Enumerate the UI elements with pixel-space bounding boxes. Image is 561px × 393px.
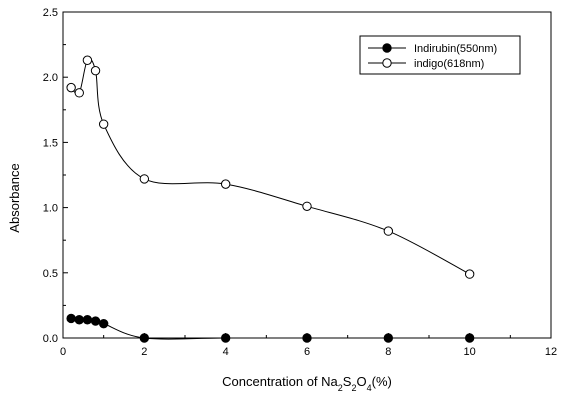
data-point: [98, 119, 109, 129]
y-tick-label: 2.0: [43, 72, 58, 84]
y-axis-label: Absorbance: [7, 163, 22, 232]
data-point: [98, 318, 109, 329]
x-tick-label: 8: [385, 346, 391, 358]
data-point: [139, 174, 150, 184]
series-line: [70, 58, 470, 275]
data-point: [139, 333, 150, 343]
y-tick-label: 0.0: [43, 333, 58, 345]
data-point: [66, 313, 76, 324]
data-point: [74, 88, 84, 98]
y-tick-label: 2.5: [43, 7, 58, 19]
series-layer: [66, 55, 475, 343]
y-tick-label: 0.5: [43, 268, 58, 280]
y-tick-label: 1.0: [43, 203, 58, 215]
data-point: [464, 333, 475, 343]
series-line: [71, 317, 470, 340]
y-axis-ticks: 0.0 0.5 1.0 1.5 2.0 2.5: [43, 7, 68, 345]
data-point: [302, 201, 312, 211]
data-point: [82, 55, 93, 65]
data-point: [66, 82, 76, 93]
data-point: [383, 333, 394, 343]
data-point: [302, 333, 312, 343]
x-tick-label: 2: [141, 346, 147, 358]
x-axis-label: Concentration of Na2S2O4(%): [222, 374, 392, 393]
x-axis-ticks: 0 2 4 6 8 10 12: [60, 333, 557, 358]
data-point: [90, 65, 101, 76]
legend-marker: [382, 43, 392, 53]
x-tick-label: 0: [60, 346, 66, 358]
data-point: [220, 333, 231, 343]
legend-marker: [382, 58, 392, 68]
series-indirubin: [66, 313, 475, 343]
x-tick-label: 12: [545, 346, 557, 358]
series-indigo: [66, 55, 475, 279]
x-tick-label: 4: [223, 346, 229, 358]
legend-label: indigo(618nm): [414, 58, 484, 70]
legend: Indirubin(550nm) indigo(618nm): [359, 35, 521, 75]
y-tick-label: 1.5: [43, 137, 58, 149]
x-tick-label: 10: [464, 346, 476, 358]
data-point: [82, 315, 93, 325]
data-point: [220, 179, 231, 189]
legend-label: Indirubin(550nm): [414, 43, 497, 55]
legend-box: [359, 35, 521, 75]
data-point: [383, 226, 394, 236]
x-tick-label: 6: [304, 346, 310, 358]
data-point: [74, 315, 84, 325]
data-point: [90, 316, 101, 326]
data-point: [464, 269, 475, 279]
